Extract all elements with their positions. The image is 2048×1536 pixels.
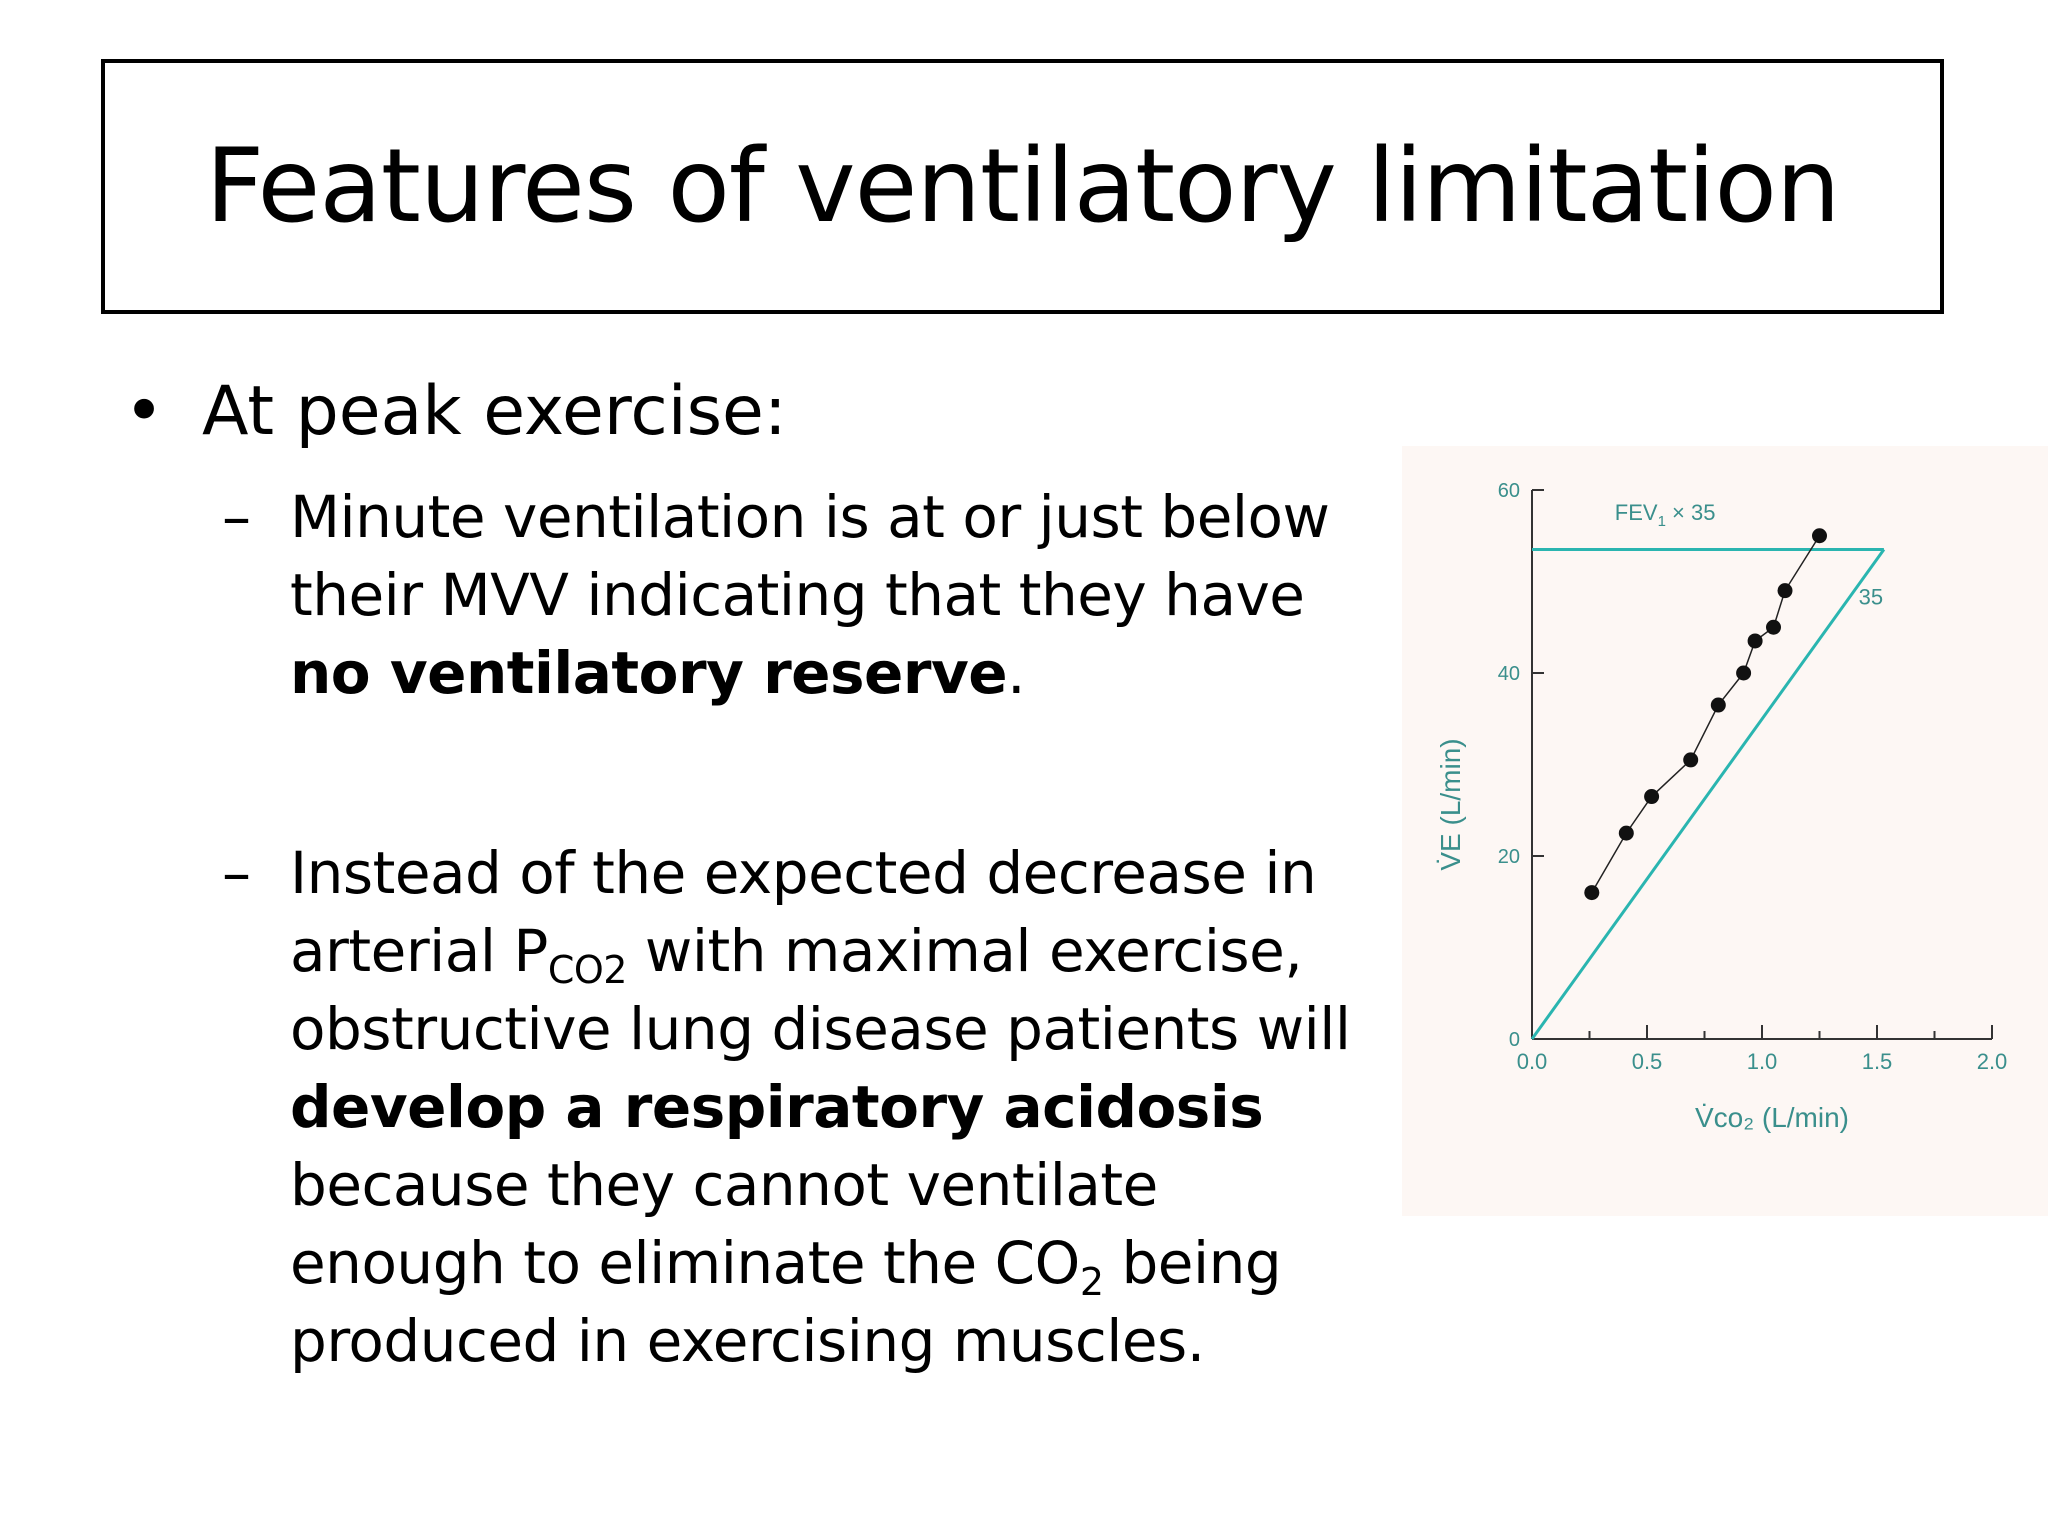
- emphasis-text: develop a respiratory acidosis: [290, 1073, 1264, 1141]
- data-point: [1683, 752, 1699, 768]
- bullet-label: At peak exercise:: [202, 372, 787, 451]
- sub-bullet-minute-ventilation: – Minute ventilation is at or just below…: [222, 478, 1330, 712]
- data-point: [1618, 825, 1634, 841]
- text-line: obstructive lung disease patients will: [290, 995, 1351, 1063]
- y-tick-label: 40: [1498, 663, 1520, 685]
- text-fragment: with maximal exercise,: [626, 917, 1303, 985]
- data-point: [1777, 583, 1793, 599]
- bullet-dot: •: [124, 372, 165, 451]
- punctuation: .: [1007, 639, 1026, 707]
- y-tick-label: 60: [1498, 480, 1520, 502]
- subscript: CO2: [547, 948, 628, 992]
- data-point: [1584, 885, 1600, 901]
- bullet-peak-exercise: • At peak exercise:: [124, 372, 787, 451]
- slope-reference-line: [1530, 548, 1886, 1040]
- text-fragment: arterial P: [290, 917, 548, 985]
- fev-annotation: FEV1 × 35: [1615, 500, 1716, 530]
- data-point: [1644, 789, 1660, 805]
- y-axis-title: V̇E (L/min): [1435, 738, 1466, 870]
- text-fragment: enough to eliminate the CO: [290, 1229, 1080, 1297]
- figure-background: [1402, 446, 2048, 1216]
- data-point: [1766, 619, 1781, 635]
- dash-marker: –: [222, 483, 251, 551]
- series-line: [1591, 535, 1821, 893]
- text-line: Instead of the expected decrease in: [290, 839, 1317, 907]
- slope-annotation: 35: [1859, 584, 1883, 609]
- text-line: develop a respiratory acidosis: [290, 1068, 1351, 1146]
- x-tick-label: 1.0: [1747, 1049, 1778, 1074]
- x-tick-label: 0.5: [1632, 1049, 1663, 1074]
- text-line: enough to eliminate the CO2 being: [290, 1224, 1351, 1302]
- text-line: produced in exercising muscles.: [290, 1307, 1205, 1375]
- x-axis-title: V̇co₂ (L/min): [1695, 1102, 1849, 1133]
- text-line: no ventilatory reserve.: [290, 634, 1329, 712]
- x-tick-label: 0.0: [1517, 1049, 1548, 1074]
- text-fragment: being: [1103, 1229, 1282, 1297]
- text-line: Minute ventilation is at or just below: [290, 483, 1330, 551]
- y-tick-label: 0: [1509, 1029, 1520, 1051]
- data-point: [1736, 665, 1752, 681]
- title-box: Features of ventilatory limitation: [101, 59, 1944, 314]
- text-line: arterial PCO2 with maximal exercise,: [290, 912, 1351, 990]
- sub-bullet-respiratory-acidosis: – Instead of the expected decrease in ar…: [222, 834, 1351, 1380]
- y-tick-label: 20: [1498, 846, 1520, 868]
- x-tick-label: 2.0: [1977, 1049, 2008, 1074]
- data-point: [1812, 528, 1827, 544]
- slide-title: Features of ventilatory limitation: [205, 127, 1840, 246]
- x-tick-label: 1.5: [1862, 1049, 1893, 1074]
- ventilation-chart: 0 20 40 60 0.0 0.5 1.0 1.5 2.0 FEV1 × 35 35 V̇co₂ (…: [1435, 480, 2008, 1133]
- text-line: because they cannot ventilate: [290, 1151, 1158, 1219]
- data-point: [1710, 697, 1726, 713]
- subscript: 2: [1079, 1260, 1104, 1304]
- text-line: their MVV indicating that they have: [290, 561, 1305, 629]
- emphasis-text: no ventilatory reserve: [290, 639, 1008, 707]
- dash-marker: –: [222, 839, 251, 907]
- data-point: [1747, 633, 1763, 649]
